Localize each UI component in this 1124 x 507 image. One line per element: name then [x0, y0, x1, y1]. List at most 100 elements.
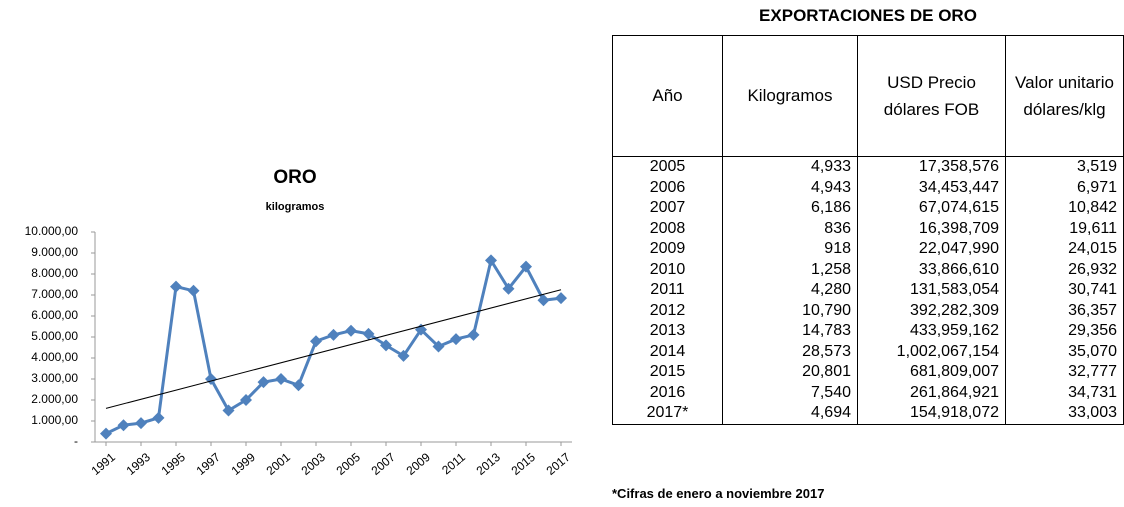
cell: 7,540 — [722, 382, 858, 403]
y-tick-label: 9.000,00 — [31, 245, 78, 259]
cell: 918 — [722, 239, 858, 260]
cell: 154,918,072 — [857, 403, 1006, 425]
marker — [187, 284, 200, 297]
cell: 433,959,162 — [857, 321, 1006, 342]
header-cell: Año — [612, 35, 723, 157]
marker — [432, 340, 445, 353]
y-tick-label: 8.000,00 — [31, 266, 78, 280]
x-tick-label: 2015 — [509, 450, 539, 478]
header-cell: Kilogramos — [722, 35, 858, 157]
cell: 16,398,709 — [857, 218, 1006, 239]
cell: 33,866,610 — [857, 259, 1006, 280]
marker — [502, 282, 515, 295]
y-tick-label: 1.000,00 — [31, 413, 78, 427]
x-tick-label: 2003 — [299, 450, 329, 478]
cell: 3,519 — [1005, 156, 1124, 178]
marker — [327, 328, 340, 341]
cell: 32,777 — [1005, 362, 1124, 383]
cell: 36,357 — [1005, 300, 1124, 321]
row: 2009 918 22,047,990 24,015 — [612, 239, 1124, 260]
x-tick-label: 1999 — [229, 450, 259, 478]
x-tick-label: 2011 — [439, 450, 468, 478]
marker — [345, 324, 357, 337]
cell: 19,611 — [1005, 218, 1124, 239]
cell: 6,971 — [1005, 177, 1124, 198]
chart: ORO kilogramos - 1.000,00 2.000,00 3.000,00… — [25, 167, 574, 478]
y-tick-label: 7.000,00 — [31, 287, 78, 301]
header-row: Año Kilogramos USD Precio dólares FOB Valor… — [612, 35, 1124, 157]
cell: 10,790 — [722, 300, 858, 321]
header-cell: Valor unitario dólares/klg — [1005, 35, 1124, 157]
table-title: EXPORTACIONES DE ORO — [759, 6, 977, 25]
cell: 1,258 — [722, 259, 858, 280]
table-body: 2005 4,933 17,358,576 3,519 2006 4,943 34,453,… — [612, 156, 1124, 425]
y-tick-label: 6.000,00 — [31, 308, 78, 322]
cell: 28,573 — [722, 341, 858, 362]
cell: 2008 — [612, 218, 723, 239]
marker — [467, 328, 480, 341]
y-tick-label: 10.000,00 — [25, 224, 79, 238]
y-tick-label: 4.000,00 — [31, 350, 78, 364]
cell: 20,801 — [722, 362, 858, 383]
marker — [450, 333, 462, 346]
x-tick-label: 2009 — [404, 450, 434, 478]
row: 2011 4,280 131,583,054 30,741 — [612, 280, 1124, 301]
cell: 17,358,576 — [857, 156, 1006, 178]
y-tick-label: 5.000,00 — [31, 329, 78, 343]
cell: 2014 — [612, 341, 723, 362]
row: 2010 1,258 33,866,610 26,932 — [612, 259, 1124, 280]
cell: 26,932 — [1005, 259, 1124, 280]
cell: 392,282,309 — [857, 300, 1006, 321]
cell: 2016 — [612, 382, 723, 403]
row: 2014 28,573 1,002,067,154 35,070 — [612, 341, 1124, 362]
cell: 131,583,054 — [857, 280, 1006, 301]
row: 2015 20,801 681,809,007 32,777 — [612, 362, 1124, 383]
marker — [222, 404, 235, 417]
marker — [555, 292, 567, 305]
cell: 4,943 — [722, 177, 858, 198]
x-tick-label: 1997 — [194, 450, 224, 478]
cell: 2015 — [612, 362, 723, 383]
row: 2007 6,186 67,074,615 10,842 — [612, 198, 1124, 219]
row: 2016 7,540 261,864,921 34,731 — [612, 382, 1124, 403]
x-tick-label: 2007 — [369, 450, 399, 478]
cell: 33,003 — [1005, 403, 1124, 425]
cell: 836 — [722, 218, 858, 239]
cell: 2007 — [612, 198, 723, 219]
cell: 24,015 — [1005, 239, 1124, 260]
marker — [152, 411, 165, 424]
cell: 4,933 — [722, 156, 858, 178]
cell: 29,356 — [1005, 321, 1124, 342]
marker — [310, 335, 322, 348]
marker — [240, 394, 252, 406]
row: 2006 4,943 34,453,447 6,971 — [612, 177, 1124, 198]
x-tick-label: 2005 — [334, 450, 364, 478]
chart-title: ORO — [273, 167, 316, 188]
row: 2008 836 16,398,709 19,611 — [612, 218, 1124, 239]
marker — [397, 349, 410, 362]
trend-line — [105, 289, 562, 409]
cell: 2010 — [612, 259, 723, 280]
marker — [362, 327, 375, 340]
cell: 2005 — [612, 156, 723, 178]
marker — [380, 339, 392, 352]
cell: 1,002,067,154 — [857, 341, 1006, 362]
cell: 2013 — [612, 321, 723, 342]
cell: 2012 — [612, 300, 723, 321]
cell: 34,453,447 — [857, 177, 1006, 198]
chart-subtitle: kilogramos — [266, 201, 325, 213]
x-tick-label: 1995 — [159, 450, 189, 478]
marker — [117, 419, 130, 432]
cell: 35,070 — [1005, 341, 1124, 362]
marker — [205, 373, 217, 385]
cell: 6,186 — [722, 198, 858, 219]
marker — [485, 254, 497, 267]
y-tick-label: - — [74, 434, 78, 448]
row: 2012 10,790 392,282,309 36,357 — [612, 300, 1124, 321]
marker — [292, 379, 305, 392]
cell: 2017* — [612, 403, 723, 425]
cell: 2011 — [612, 280, 723, 301]
row: 2013 14,783 433,959,162 29,356 — [612, 321, 1124, 342]
marker — [275, 373, 287, 385]
